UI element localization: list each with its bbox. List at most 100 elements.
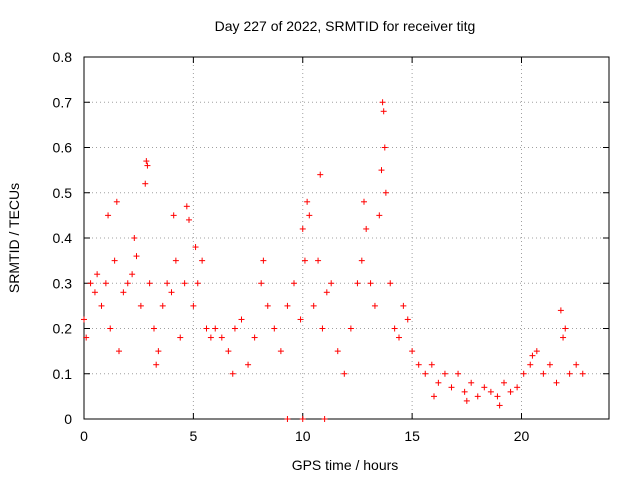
x-tick-labels: 0 5 10 15 20 (80, 428, 529, 444)
data-point (310, 302, 317, 309)
data-point (391, 325, 398, 332)
data-point (379, 99, 386, 106)
data-point (143, 158, 150, 165)
data-point (194, 280, 201, 287)
data-point (297, 316, 304, 323)
data-point (229, 370, 236, 377)
data-point (371, 302, 378, 309)
data-point (573, 361, 580, 368)
x-tick-label: 15 (404, 428, 420, 444)
data-point (363, 225, 370, 232)
data-point (98, 302, 105, 309)
data-point (321, 416, 328, 422)
data-point (448, 384, 455, 391)
data-point (183, 203, 190, 210)
data-point (341, 370, 348, 377)
data-point (560, 334, 567, 341)
data-point (271, 325, 278, 332)
data-point (435, 379, 442, 386)
data-point (159, 302, 166, 309)
data-point (441, 370, 448, 377)
data-point (546, 361, 553, 368)
data-point (181, 280, 188, 287)
data-point (164, 280, 171, 287)
data-point (155, 348, 162, 355)
data-points (81, 99, 586, 422)
data-point (142, 180, 149, 187)
data-point (107, 325, 114, 332)
data-point (409, 348, 416, 355)
data-point (317, 171, 324, 178)
data-point (91, 289, 98, 296)
y-tick-label: 0.2 (53, 321, 73, 337)
data-point (494, 393, 501, 400)
data-point (487, 388, 494, 395)
data-point (315, 257, 322, 264)
data-point (422, 370, 429, 377)
data-point (463, 397, 470, 404)
axis-ticks (83, 56, 609, 420)
y-tick-label: 0.1 (53, 366, 73, 382)
data-point (306, 212, 313, 219)
y-tick-label: 0.3 (53, 275, 73, 291)
data-point (301, 257, 308, 264)
data-point (113, 198, 120, 205)
data-point (553, 379, 560, 386)
data-point (264, 302, 271, 309)
data-point (378, 167, 385, 174)
data-point (129, 271, 136, 278)
data-point (400, 302, 407, 309)
data-point (380, 108, 387, 115)
y-tick-label: 0.8 (53, 49, 73, 65)
data-point (131, 235, 138, 241)
data-point (481, 384, 488, 391)
data-point (304, 198, 311, 205)
y-axis-label: SRMTID / TECUs (6, 183, 22, 293)
data-point (396, 334, 402, 341)
data-point (170, 212, 177, 219)
x-axis-label: GPS time / hours (292, 457, 399, 473)
data-point (137, 302, 144, 309)
data-point (251, 334, 258, 341)
data-point (533, 348, 540, 355)
data-point (258, 280, 265, 287)
data-point (177, 334, 184, 341)
grid-lines (84, 57, 609, 419)
data-point (382, 189, 389, 196)
data-point (172, 257, 179, 264)
y-tick-label: 0.4 (53, 230, 73, 246)
data-point (323, 289, 330, 296)
data-point (496, 402, 503, 409)
data-point (387, 280, 394, 287)
data-point (245, 361, 252, 368)
data-point (529, 352, 536, 359)
data-point (474, 393, 481, 400)
data-point (354, 280, 361, 287)
data-point (404, 316, 411, 323)
data-point (260, 257, 267, 264)
data-point (501, 379, 507, 386)
data-point (367, 280, 374, 287)
data-point (507, 388, 514, 395)
data-point (381, 144, 388, 151)
data-point (328, 280, 335, 287)
data-point (218, 334, 225, 341)
data-point (431, 393, 437, 400)
data-point (579, 370, 586, 377)
data-point (144, 162, 151, 169)
data-point (566, 370, 573, 377)
data-point (284, 302, 291, 309)
data-point (514, 384, 521, 391)
data-point (334, 348, 341, 355)
data-point (116, 348, 122, 355)
data-point (468, 379, 475, 386)
data-point (358, 257, 365, 264)
data-point (231, 325, 238, 332)
data-point (168, 289, 175, 296)
chart-title: Day 227 of 2022, SRMTID for receiver tit… (215, 18, 476, 34)
data-point (105, 212, 112, 219)
data-point (238, 316, 245, 323)
data-point (186, 216, 192, 223)
data-point (94, 271, 101, 278)
data-point (133, 253, 140, 260)
